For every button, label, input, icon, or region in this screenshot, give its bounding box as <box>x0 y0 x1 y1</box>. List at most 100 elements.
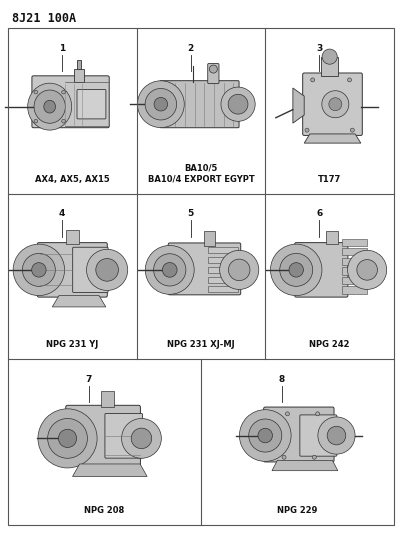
Circle shape <box>304 128 308 132</box>
Ellipse shape <box>131 428 151 449</box>
Circle shape <box>209 65 217 73</box>
Text: 4: 4 <box>59 209 65 218</box>
Ellipse shape <box>239 410 290 462</box>
Ellipse shape <box>162 263 176 277</box>
Ellipse shape <box>279 253 312 286</box>
Bar <box>101 391 113 407</box>
Ellipse shape <box>145 88 176 120</box>
Bar <box>320 56 337 76</box>
Bar <box>207 257 237 263</box>
Ellipse shape <box>248 419 281 452</box>
Bar <box>207 287 237 293</box>
Circle shape <box>282 455 286 459</box>
Text: 5: 5 <box>187 209 193 218</box>
Ellipse shape <box>326 426 345 445</box>
FancyBboxPatch shape <box>77 90 105 119</box>
Polygon shape <box>292 88 304 123</box>
Ellipse shape <box>145 245 194 294</box>
Bar <box>207 277 237 282</box>
Ellipse shape <box>121 418 161 458</box>
Circle shape <box>321 91 348 118</box>
Ellipse shape <box>44 100 55 113</box>
Circle shape <box>328 98 341 111</box>
Polygon shape <box>304 134 360 143</box>
Circle shape <box>321 49 336 64</box>
Ellipse shape <box>28 83 71 130</box>
Text: 1: 1 <box>59 44 65 53</box>
FancyBboxPatch shape <box>105 414 142 458</box>
Polygon shape <box>72 464 147 477</box>
Bar <box>76 60 81 69</box>
Circle shape <box>34 90 38 94</box>
Text: NPG 208: NPG 208 <box>84 506 124 515</box>
Bar <box>341 277 366 284</box>
Ellipse shape <box>356 260 377 280</box>
Ellipse shape <box>228 259 249 281</box>
Text: NPG 231 YJ: NPG 231 YJ <box>46 341 98 349</box>
Ellipse shape <box>154 98 167 111</box>
Circle shape <box>315 412 319 416</box>
FancyBboxPatch shape <box>66 405 140 466</box>
Bar <box>341 258 366 265</box>
Bar <box>341 239 366 246</box>
Ellipse shape <box>288 263 303 277</box>
FancyBboxPatch shape <box>160 80 239 128</box>
Text: 8J21 100A: 8J21 100A <box>12 12 76 25</box>
Polygon shape <box>271 461 337 471</box>
Text: NPG 231 XJ-MJ: NPG 231 XJ-MJ <box>167 341 234 349</box>
Ellipse shape <box>228 94 247 114</box>
Ellipse shape <box>95 259 118 281</box>
FancyBboxPatch shape <box>37 243 107 297</box>
FancyBboxPatch shape <box>32 76 109 128</box>
Ellipse shape <box>13 244 65 296</box>
Ellipse shape <box>86 249 128 290</box>
Text: BA10/4 EXPORT EGYPT: BA10/4 EXPORT EGYPT <box>147 175 254 184</box>
Circle shape <box>285 412 289 416</box>
Ellipse shape <box>153 254 185 286</box>
FancyBboxPatch shape <box>299 415 336 456</box>
Bar <box>341 248 366 255</box>
Bar <box>326 231 338 244</box>
Text: AX4, AX5, AX15: AX4, AX5, AX15 <box>35 175 109 184</box>
Text: T177: T177 <box>317 175 340 184</box>
Bar <box>207 267 237 273</box>
Ellipse shape <box>317 417 354 454</box>
Ellipse shape <box>38 409 97 468</box>
Ellipse shape <box>219 251 258 289</box>
FancyBboxPatch shape <box>168 243 240 295</box>
Ellipse shape <box>257 429 272 443</box>
FancyBboxPatch shape <box>294 243 347 297</box>
Bar <box>73 69 83 82</box>
FancyBboxPatch shape <box>73 247 108 293</box>
Ellipse shape <box>48 418 87 458</box>
Circle shape <box>310 78 314 82</box>
Text: 3: 3 <box>316 44 322 53</box>
Circle shape <box>346 78 350 82</box>
Text: NPG 242: NPG 242 <box>309 341 349 349</box>
Text: NPG 229: NPG 229 <box>277 506 317 515</box>
Text: 7: 7 <box>86 375 92 384</box>
Circle shape <box>312 455 316 459</box>
Polygon shape <box>52 296 105 307</box>
Ellipse shape <box>270 244 321 296</box>
Circle shape <box>349 128 353 132</box>
Circle shape <box>62 90 65 94</box>
Circle shape <box>34 119 38 123</box>
Ellipse shape <box>32 263 46 277</box>
Ellipse shape <box>347 251 386 289</box>
Text: BA10/5: BA10/5 <box>184 163 217 172</box>
Bar <box>341 268 366 274</box>
Bar <box>341 286 366 294</box>
Text: 2: 2 <box>187 44 193 53</box>
Ellipse shape <box>34 90 65 123</box>
FancyBboxPatch shape <box>207 63 219 84</box>
Ellipse shape <box>22 253 55 286</box>
Bar <box>207 247 237 253</box>
Bar <box>65 230 79 244</box>
Text: 6: 6 <box>316 209 322 218</box>
FancyBboxPatch shape <box>302 73 361 135</box>
Circle shape <box>62 119 65 123</box>
Ellipse shape <box>137 81 184 127</box>
FancyBboxPatch shape <box>263 407 333 462</box>
Bar <box>204 231 215 246</box>
